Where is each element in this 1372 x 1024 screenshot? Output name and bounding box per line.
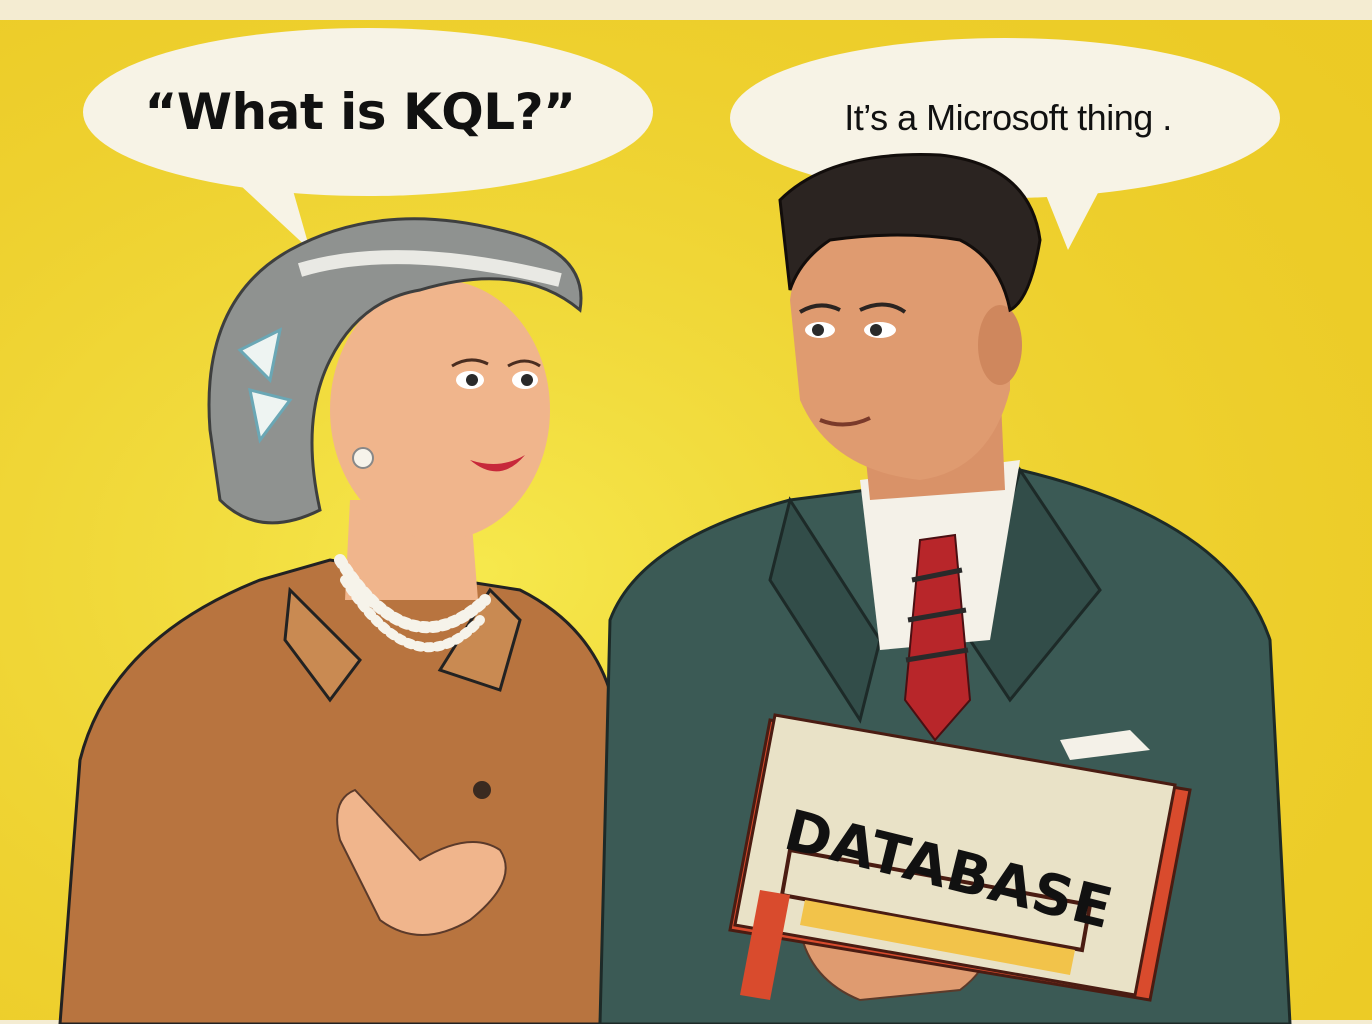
speech-bubble-right-text: It’s a Microsoft thing . (844, 97, 1172, 138)
woman-figure (58, 217, 622, 1024)
speech-bubble-left (83, 28, 653, 250)
speech-bubble-left-text: “What is KQL?” (144, 83, 576, 141)
database-book (728, 713, 1192, 1002)
